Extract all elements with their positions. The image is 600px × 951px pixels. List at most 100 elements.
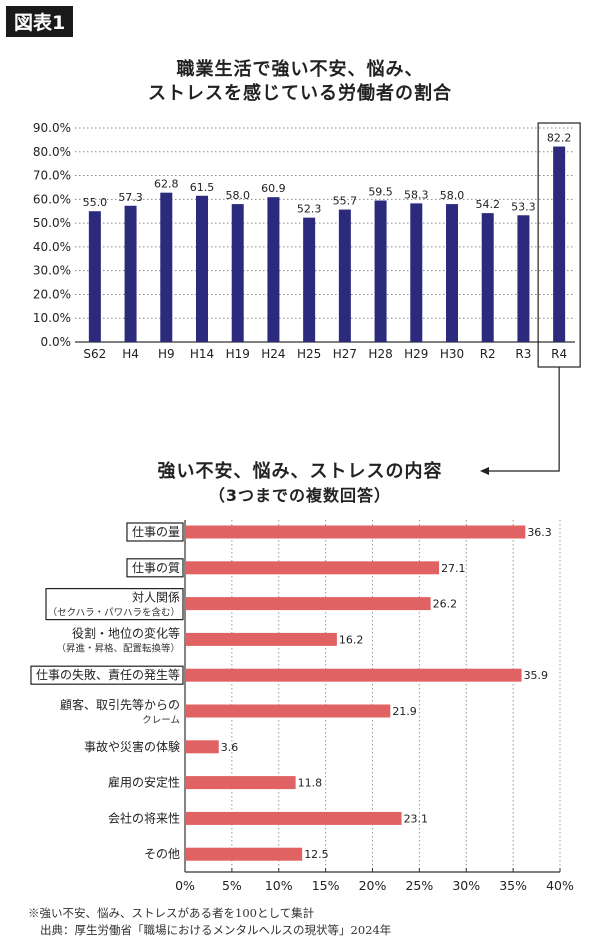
chart1-title-line2: ストレスを感じている労働者の割合 xyxy=(148,83,452,104)
category-sublabel: （昇進・昇格、配置転換等） xyxy=(56,642,180,654)
value-label: 58.0 xyxy=(225,189,250,202)
value-label: 59.5 xyxy=(368,186,393,199)
x-tick-label: S62 xyxy=(83,347,106,361)
bar-R3 xyxy=(517,215,530,342)
value-label: 11.8 xyxy=(298,777,323,790)
bar-H19 xyxy=(231,204,244,342)
value-label: 12.5 xyxy=(304,848,329,861)
bar-S62 xyxy=(88,211,101,342)
category-label: 仕事の量 xyxy=(132,525,180,539)
x-tick-label: H19 xyxy=(226,347,250,361)
bar xyxy=(185,847,303,861)
value-label: 57.3 xyxy=(118,191,143,204)
x-tick-label: R2 xyxy=(480,347,496,361)
x-tick-label: 20% xyxy=(359,878,387,893)
category-label: その他 xyxy=(144,847,180,861)
chart2-title-line1: 強い不安、悩み、ストレスの内容 xyxy=(157,461,443,482)
bar-H30 xyxy=(446,204,458,342)
category-box xyxy=(30,665,184,685)
category-label: 事故や災害の体験 xyxy=(84,739,180,754)
x-tick-label: 40% xyxy=(546,878,574,893)
category-label: 仕事の質 xyxy=(132,560,180,575)
value-label: 53.3 xyxy=(511,200,536,213)
category-label: 雇用の安定性 xyxy=(108,775,180,790)
value-label: 36.3 xyxy=(527,526,552,539)
y-tick-label: 10.0% xyxy=(33,311,71,325)
value-label: 21.9 xyxy=(392,705,417,718)
bar-H25 xyxy=(303,217,316,342)
x-tick-label: H29 xyxy=(404,347,428,361)
bar xyxy=(185,811,402,825)
chart2-title: 強い不安、悩み、ストレスの内容 （3つまでの複数回答） xyxy=(0,460,600,508)
value-label: 62.8 xyxy=(154,178,179,191)
bar xyxy=(185,632,337,646)
bar-R4 xyxy=(553,146,566,342)
x-tick-label: H14 xyxy=(190,347,214,361)
chart1-title-line1: 職業生活で強い不安、悩み、 xyxy=(176,59,424,80)
y-tick-label: 40.0% xyxy=(33,240,71,254)
category-label: 仕事の失敗、責任の発生等 xyxy=(36,667,180,682)
value-label: 16.2 xyxy=(339,633,364,646)
value-label: 58.0 xyxy=(440,189,465,202)
x-tick-label: 0% xyxy=(175,878,195,893)
connector-arrow xyxy=(488,367,560,472)
x-tick-label: R3 xyxy=(515,347,531,361)
notes: ※強い不安、悩み、ストレスがある者を100として集計 出典：厚生労働省「職場にお… xyxy=(28,905,391,939)
value-label: 82.2 xyxy=(547,132,572,145)
value-label: 23.1 xyxy=(404,812,429,825)
y-tick-label: 70.0% xyxy=(33,169,71,183)
y-tick-label: 20.0% xyxy=(33,287,71,301)
x-tick-label: H30 xyxy=(440,347,464,361)
x-tick-label: H25 xyxy=(297,347,321,361)
value-label: 27.1 xyxy=(441,562,466,575)
x-tick-label: H9 xyxy=(158,347,175,361)
category-sublabel: （セクハラ・パワハラを含む） xyxy=(48,607,180,619)
value-label: 60.9 xyxy=(261,182,286,195)
x-tick-label: H4 xyxy=(122,347,139,361)
value-label: 52.3 xyxy=(297,203,322,216)
bar-H4 xyxy=(124,205,137,342)
x-tick-label: 5% xyxy=(222,878,242,893)
y-tick-label: 60.0% xyxy=(33,192,71,206)
category-label: 顧客、取引先等からの xyxy=(60,697,180,712)
bar-R2 xyxy=(481,213,494,342)
figure-label: 図表1 xyxy=(6,6,74,37)
category-box xyxy=(126,558,184,578)
x-tick-label: 15% xyxy=(312,878,340,893)
value-label: 35.9 xyxy=(524,669,549,682)
y-tick-label: 90.0% xyxy=(33,121,71,135)
source-line: 出典：厚生労働省「職場におけるメンタルヘルスの現状等」2024年 xyxy=(40,923,392,937)
value-label: 61.5 xyxy=(190,181,215,194)
value-label: 26.2 xyxy=(433,598,458,611)
x-tick-label: 35% xyxy=(499,878,527,893)
x-tick-label: H24 xyxy=(261,347,285,361)
y-tick-label: 0.0% xyxy=(41,335,72,349)
bar-H29 xyxy=(410,203,423,342)
x-tick-label: H28 xyxy=(368,347,392,361)
x-tick-label: H27 xyxy=(333,347,357,361)
y-tick-label: 50.0% xyxy=(33,216,71,230)
bar-H28 xyxy=(374,200,387,342)
bar xyxy=(185,776,296,790)
bar-H9 xyxy=(160,192,173,342)
note-line: ※強い不安、悩み、ストレスがある者を100として集計 xyxy=(28,906,315,920)
value-label: 54.2 xyxy=(475,198,500,211)
category-box xyxy=(126,522,184,542)
bar-H24 xyxy=(267,197,280,342)
x-tick-label: 25% xyxy=(405,878,433,893)
category-box xyxy=(45,587,184,621)
chart1-title: 職業生活で強い不安、悩み、 ストレスを感じている労働者の割合 xyxy=(0,58,600,106)
y-tick-label: 30.0% xyxy=(33,264,71,278)
category-label: 対人関係 xyxy=(132,591,180,605)
x-tick-label: R4 xyxy=(551,347,567,361)
category-label: 役割・地位の変化等 xyxy=(72,625,180,640)
value-label: 55.7 xyxy=(333,195,358,208)
bar-H27 xyxy=(338,209,351,342)
bar-H14 xyxy=(196,195,208,342)
arrowhead-icon xyxy=(480,467,489,475)
x-tick-label: 30% xyxy=(452,878,480,893)
value-label: 55.0 xyxy=(83,196,108,209)
bar xyxy=(185,740,219,754)
y-tick-label: 80.0% xyxy=(33,145,71,159)
